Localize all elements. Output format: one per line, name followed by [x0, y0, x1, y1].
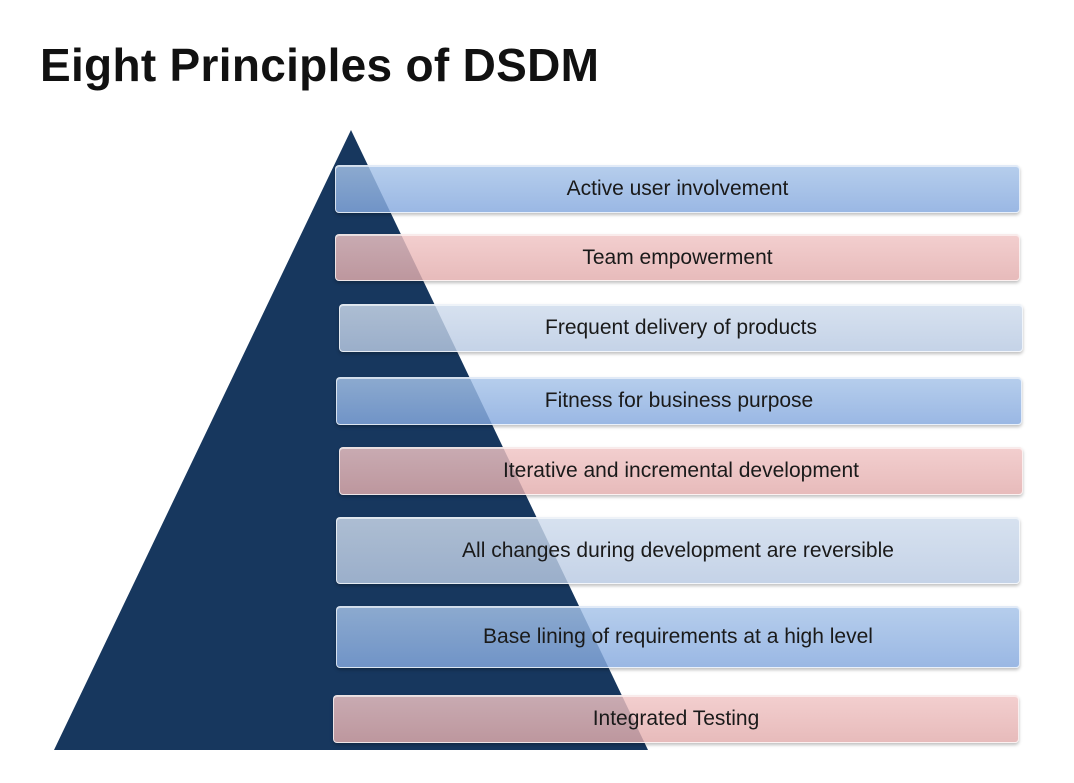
principle-bar-4: Fitness for business purpose [336, 377, 1022, 425]
principle-label-4: Fitness for business purpose [544, 389, 814, 412]
principle-label-7: Base lining of requirements at a high le… [483, 625, 873, 648]
page-title: Eight Principles of DSDM [40, 39, 600, 91]
principle-bar-5: Iterative and incremental development [339, 447, 1023, 495]
principle-bar-6: All changes during development are rever… [336, 517, 1020, 584]
principle-bar-7: Base lining of requirements at a high le… [336, 606, 1020, 668]
principle-label-3: Frequent delivery of products [545, 316, 817, 339]
principle-bar-8: Integrated Testing [333, 695, 1019, 743]
principle-label-1: Active user involvement [566, 177, 789, 200]
principle-label-8: Integrated Testing [592, 707, 760, 730]
principle-bar-1: Active user involvement [335, 165, 1020, 213]
principle-label-5: Iterative and incremental development [502, 459, 860, 482]
principle-bar-2: Team empowerment [335, 234, 1020, 281]
principle-label-2: Team empowerment [582, 245, 773, 269]
principle-label-6: All changes during development are rever… [462, 538, 894, 562]
principle-bar-3: Frequent delivery of products [339, 304, 1023, 352]
